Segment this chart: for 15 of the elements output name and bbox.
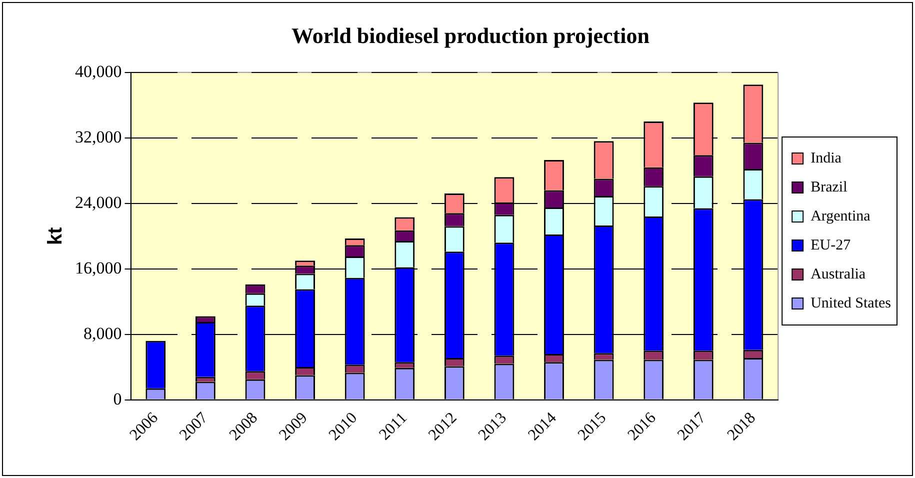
legend-label: United States [810, 295, 892, 312]
legend-label: Argentina [810, 208, 871, 224]
y-tick-label: 0 [113, 389, 122, 408]
y-axis-title: kt [44, 226, 67, 245]
y-tick-label: 24,000 [75, 192, 122, 212]
chart-title: World biodiesel production projection [292, 22, 650, 48]
y-tick-label: 8,000 [84, 324, 122, 343]
y-tick-label: 40,000 [75, 62, 122, 81]
legend-label: Brazil [810, 179, 848, 196]
legend-label: Australia [810, 266, 866, 282]
y-tick-label: 16,000 [75, 258, 122, 278]
legend-label: India [810, 150, 842, 166]
legend-label: EU-27 [810, 237, 852, 254]
x-tick-label: 2011 [376, 409, 410, 444]
y-tick-label: 32,000 [75, 127, 122, 146]
